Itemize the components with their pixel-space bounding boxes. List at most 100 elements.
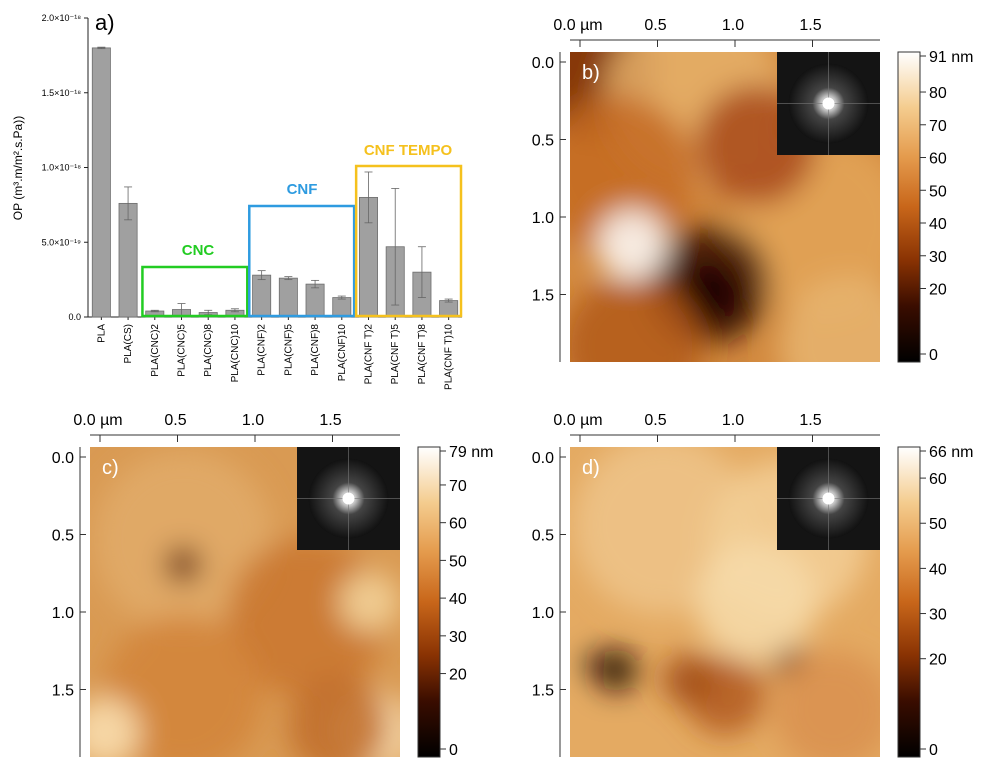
colorbar-tick-label: 30	[929, 607, 947, 624]
x-tick-label: 1.0	[242, 412, 264, 429]
x-tick-label: 1.0	[722, 412, 744, 429]
x-tick-label: 1.5	[799, 17, 821, 34]
colorbar-tick-label: 80	[929, 85, 947, 102]
x-tick-label: 0.5	[644, 412, 666, 429]
y-tick-label: 1.0	[532, 210, 554, 227]
y-tick-label: 1.0×10⁻¹⁸	[42, 163, 82, 173]
y-tick-label: 0.0	[52, 450, 74, 467]
colorbar	[417, 446, 441, 758]
fft-inset	[777, 447, 880, 550]
group-label-cnc: CNC	[182, 242, 215, 259]
y-tick-label: 0.5	[532, 528, 554, 545]
x-tick-label: PLA(CNF T)8	[417, 324, 428, 385]
group-box-cnf-tempo	[354, 164, 463, 318]
colorbar-tick-label: 60	[929, 151, 947, 168]
colorbar-tick-label: 0	[449, 742, 458, 758]
y-tick-label: 1.5	[52, 683, 74, 700]
x-tick-label: PLA(CNF)5	[283, 324, 294, 376]
x-tick-label: PLA(CNF T)10	[444, 324, 455, 390]
colorbar-max-label: 91 nm	[929, 49, 973, 66]
group-box-cnc	[141, 265, 249, 318]
y-tick-label: 0.0	[532, 55, 554, 72]
colorbar-tick-label: 60	[929, 471, 947, 488]
panel-c-label: c)	[102, 457, 119, 479]
y-tick-label: 0.0	[68, 312, 81, 322]
y-tick-label: 1.0	[532, 605, 554, 622]
colorbar-tick-label: 20	[449, 667, 467, 684]
bar	[118, 202, 138, 318]
x-tick-label: PLA(CNF T)5	[390, 324, 401, 385]
x-tick-label: 0.5	[164, 412, 186, 429]
colorbar-tick-label: 30	[929, 249, 947, 266]
colorbar-tick-label: 0	[929, 347, 938, 364]
colorbar-max-label: 66 nm	[929, 444, 973, 461]
y-tick-label: 0.5	[532, 133, 554, 150]
x-tick-label: PLA(CNC)10	[230, 324, 241, 383]
x-tick-label: 0.5	[644, 17, 666, 34]
afm-image-c: 0.0 µm 0.5 1.0 1.5 0.0 0.5 1.0 1.5 c) 79 nm 70 60 50…	[52, 412, 494, 758]
panel-a-label: a)	[95, 10, 115, 35]
x-tick-label: 1.0	[722, 17, 744, 34]
colorbar-tick-label: 20	[929, 652, 947, 669]
y-tick-label: 1.5×10⁻¹⁸	[42, 88, 82, 98]
colorbar-tick-label: 70	[449, 478, 467, 495]
colorbar-tick-label: 50	[449, 553, 467, 570]
op-bar-chart: 0.0 5.0×10⁻¹⁹ 1.0×10⁻¹⁸ 1.5×10⁻¹⁸ 2.0×10⁻¹⁸ P…	[11, 10, 463, 390]
colorbar	[897, 51, 921, 363]
x-tick-label: PLA(CNF)10	[337, 324, 348, 382]
x-tick-label: PLA(CS)	[123, 324, 134, 363]
bar-chart-groups	[141, 164, 463, 318]
bar	[91, 47, 111, 318]
group-label-cnf: CNF	[287, 181, 318, 198]
colorbar-tick-label: 50	[929, 183, 947, 200]
bar	[252, 274, 272, 318]
bar	[332, 297, 352, 318]
panel-d-label: d)	[582, 457, 600, 479]
bar-chart-bars	[91, 46, 459, 318]
colorbar-tick-label: 40	[929, 561, 947, 578]
colorbar-tick-label: 60	[449, 516, 467, 533]
colorbar-tick-label: 70	[929, 118, 947, 135]
y-tick-label: 0.5	[52, 528, 74, 545]
group-label-tempo: CNF TEMPO	[364, 142, 453, 159]
colorbar-tick-label: 50	[929, 516, 947, 533]
fft-inset	[297, 447, 400, 550]
colorbar-tick-label: 40	[449, 591, 467, 608]
panel-b-label: b)	[582, 62, 600, 84]
bar	[439, 300, 459, 318]
y-tick-label: 0.0	[532, 450, 554, 467]
y-tick-label: 1.5	[532, 288, 554, 305]
afm-image-d: 0.0 µm 0.5 1.0 1.5 0.0 0.5 1.0 1.5 d) 66 nm 60 50 40…	[532, 412, 974, 758]
y-tick-label: 1.5	[532, 683, 554, 700]
x-tick-label: PLA(CNC)5	[177, 324, 188, 377]
y-tick-label: 2.0×10⁻¹⁸	[42, 13, 82, 23]
x-tick-label: PLA	[96, 324, 107, 343]
colorbar-tick-label: 40	[929, 216, 947, 233]
colorbar-max-label: 79 nm	[449, 444, 493, 461]
x-tick-label: PLA(CNF)2	[257, 324, 268, 376]
y-tick-label: 5.0×10⁻¹⁹	[42, 237, 82, 247]
x-tick-label: PLA(CNF)8	[310, 324, 321, 376]
x-tick-label: 1.5	[319, 412, 341, 429]
fft-inset	[777, 52, 880, 155]
x-tick-label: PLA(CNC)8	[203, 324, 214, 377]
bar	[278, 277, 298, 318]
colorbar	[897, 446, 921, 758]
x-tick-label: 1.5	[799, 412, 821, 429]
y-tick-label: 1.0	[52, 605, 74, 622]
afm-topography-image	[570, 52, 880, 362]
colorbar-tick-label: 20	[929, 282, 947, 299]
afm-image-b: 0.0 µm 0.5 1.0 1.5 0.0 0.5 1.0 1.5 b) 91 nm 80 70 60…	[532, 17, 974, 364]
bar-chart-axes: 0.0 5.0×10⁻¹⁹ 1.0×10⁻¹⁸ 1.5×10⁻¹⁸ 2.0×10⁻¹⁸ P…	[42, 13, 462, 390]
x-tick-label: 0.0 µm	[553, 412, 602, 429]
x-tick-label: PLA(CNC)2	[150, 324, 161, 377]
bar	[305, 283, 325, 318]
colorbar-tick-label: 0	[929, 742, 938, 758]
colorbar-tick-label: 30	[449, 629, 467, 646]
y-axis-label: OP (m³.m/m².s.Pa))	[11, 116, 25, 220]
x-tick-label: PLA(CNF T)2	[364, 324, 375, 385]
group-box-cnf	[248, 204, 356, 318]
x-tick-label: 0.0 µm	[553, 17, 602, 34]
afm-topography-image	[90, 447, 400, 757]
x-tick-label: 0.0 µm	[73, 412, 122, 429]
